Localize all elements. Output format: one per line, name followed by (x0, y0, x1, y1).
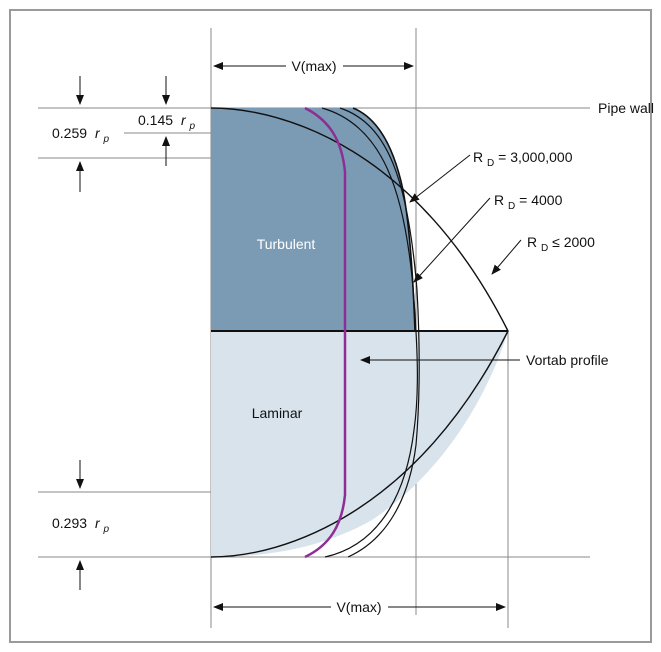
dim-0293-label: 0.293 r p (52, 515, 110, 535)
rd-3m-prefix: R (473, 149, 483, 165)
rd-4000-sub: D (508, 201, 515, 212)
rd-4000-leader (413, 197, 491, 283)
vortab-profile-label: Vortab profile (526, 352, 609, 368)
dim-0145-r-symbol: r (181, 112, 187, 128)
rd-3m-suffix: = 3,000,000 (498, 149, 573, 165)
dim-0259-label: 0.259 r p (52, 125, 110, 145)
rd-3m-label: R D = 3,000,000 (473, 149, 573, 169)
dim-0293-r-symbol: r (95, 515, 101, 531)
dim-0293-r-sub: p (103, 524, 110, 535)
rd-4000-prefix: R (494, 192, 504, 208)
laminar-region (211, 331, 508, 557)
pipe-wall-label: Pipe wall (598, 100, 654, 116)
laminar-label: Laminar (252, 405, 303, 421)
rd-3m-sub: D (487, 158, 494, 169)
rd-2000-leader (491, 239, 522, 275)
vmax-bottom-label: V(max) (336, 599, 381, 615)
rd-4000-curve (321, 107, 418, 558)
rd-2000-suffix: ≤ 2000 (552, 234, 595, 250)
rd-3m-curve (339, 107, 420, 558)
vmax-top-label: V(max) (291, 58, 336, 74)
rd-2000-sub: D (541, 243, 548, 254)
dim-0293-number: 0.293 (52, 515, 87, 531)
vortab-profile-curve (304, 106, 347, 559)
rd-2000-prefix: R (527, 234, 537, 250)
rd-4000-suffix: = 4000 (519, 192, 562, 208)
dim-0145-r-sub: p (189, 121, 196, 132)
dim-0145-number: 0.145 (138, 112, 173, 128)
rd-2000-label: R D ≤ 2000 (527, 234, 595, 254)
dim-0259-number: 0.259 (52, 125, 87, 141)
dim-0259-r-symbol: r (95, 125, 101, 141)
rd-4000-label: R D = 4000 (494, 192, 563, 212)
rd-3m-leader (409, 154, 471, 203)
turbulent-region (211, 108, 415, 331)
turbulent-profile-edge (352, 107, 416, 332)
dim-0259-r-sub: p (103, 134, 110, 145)
dim-0145-label: 0.145 r p (138, 112, 196, 132)
turbulent-label: Turbulent (257, 236, 316, 252)
